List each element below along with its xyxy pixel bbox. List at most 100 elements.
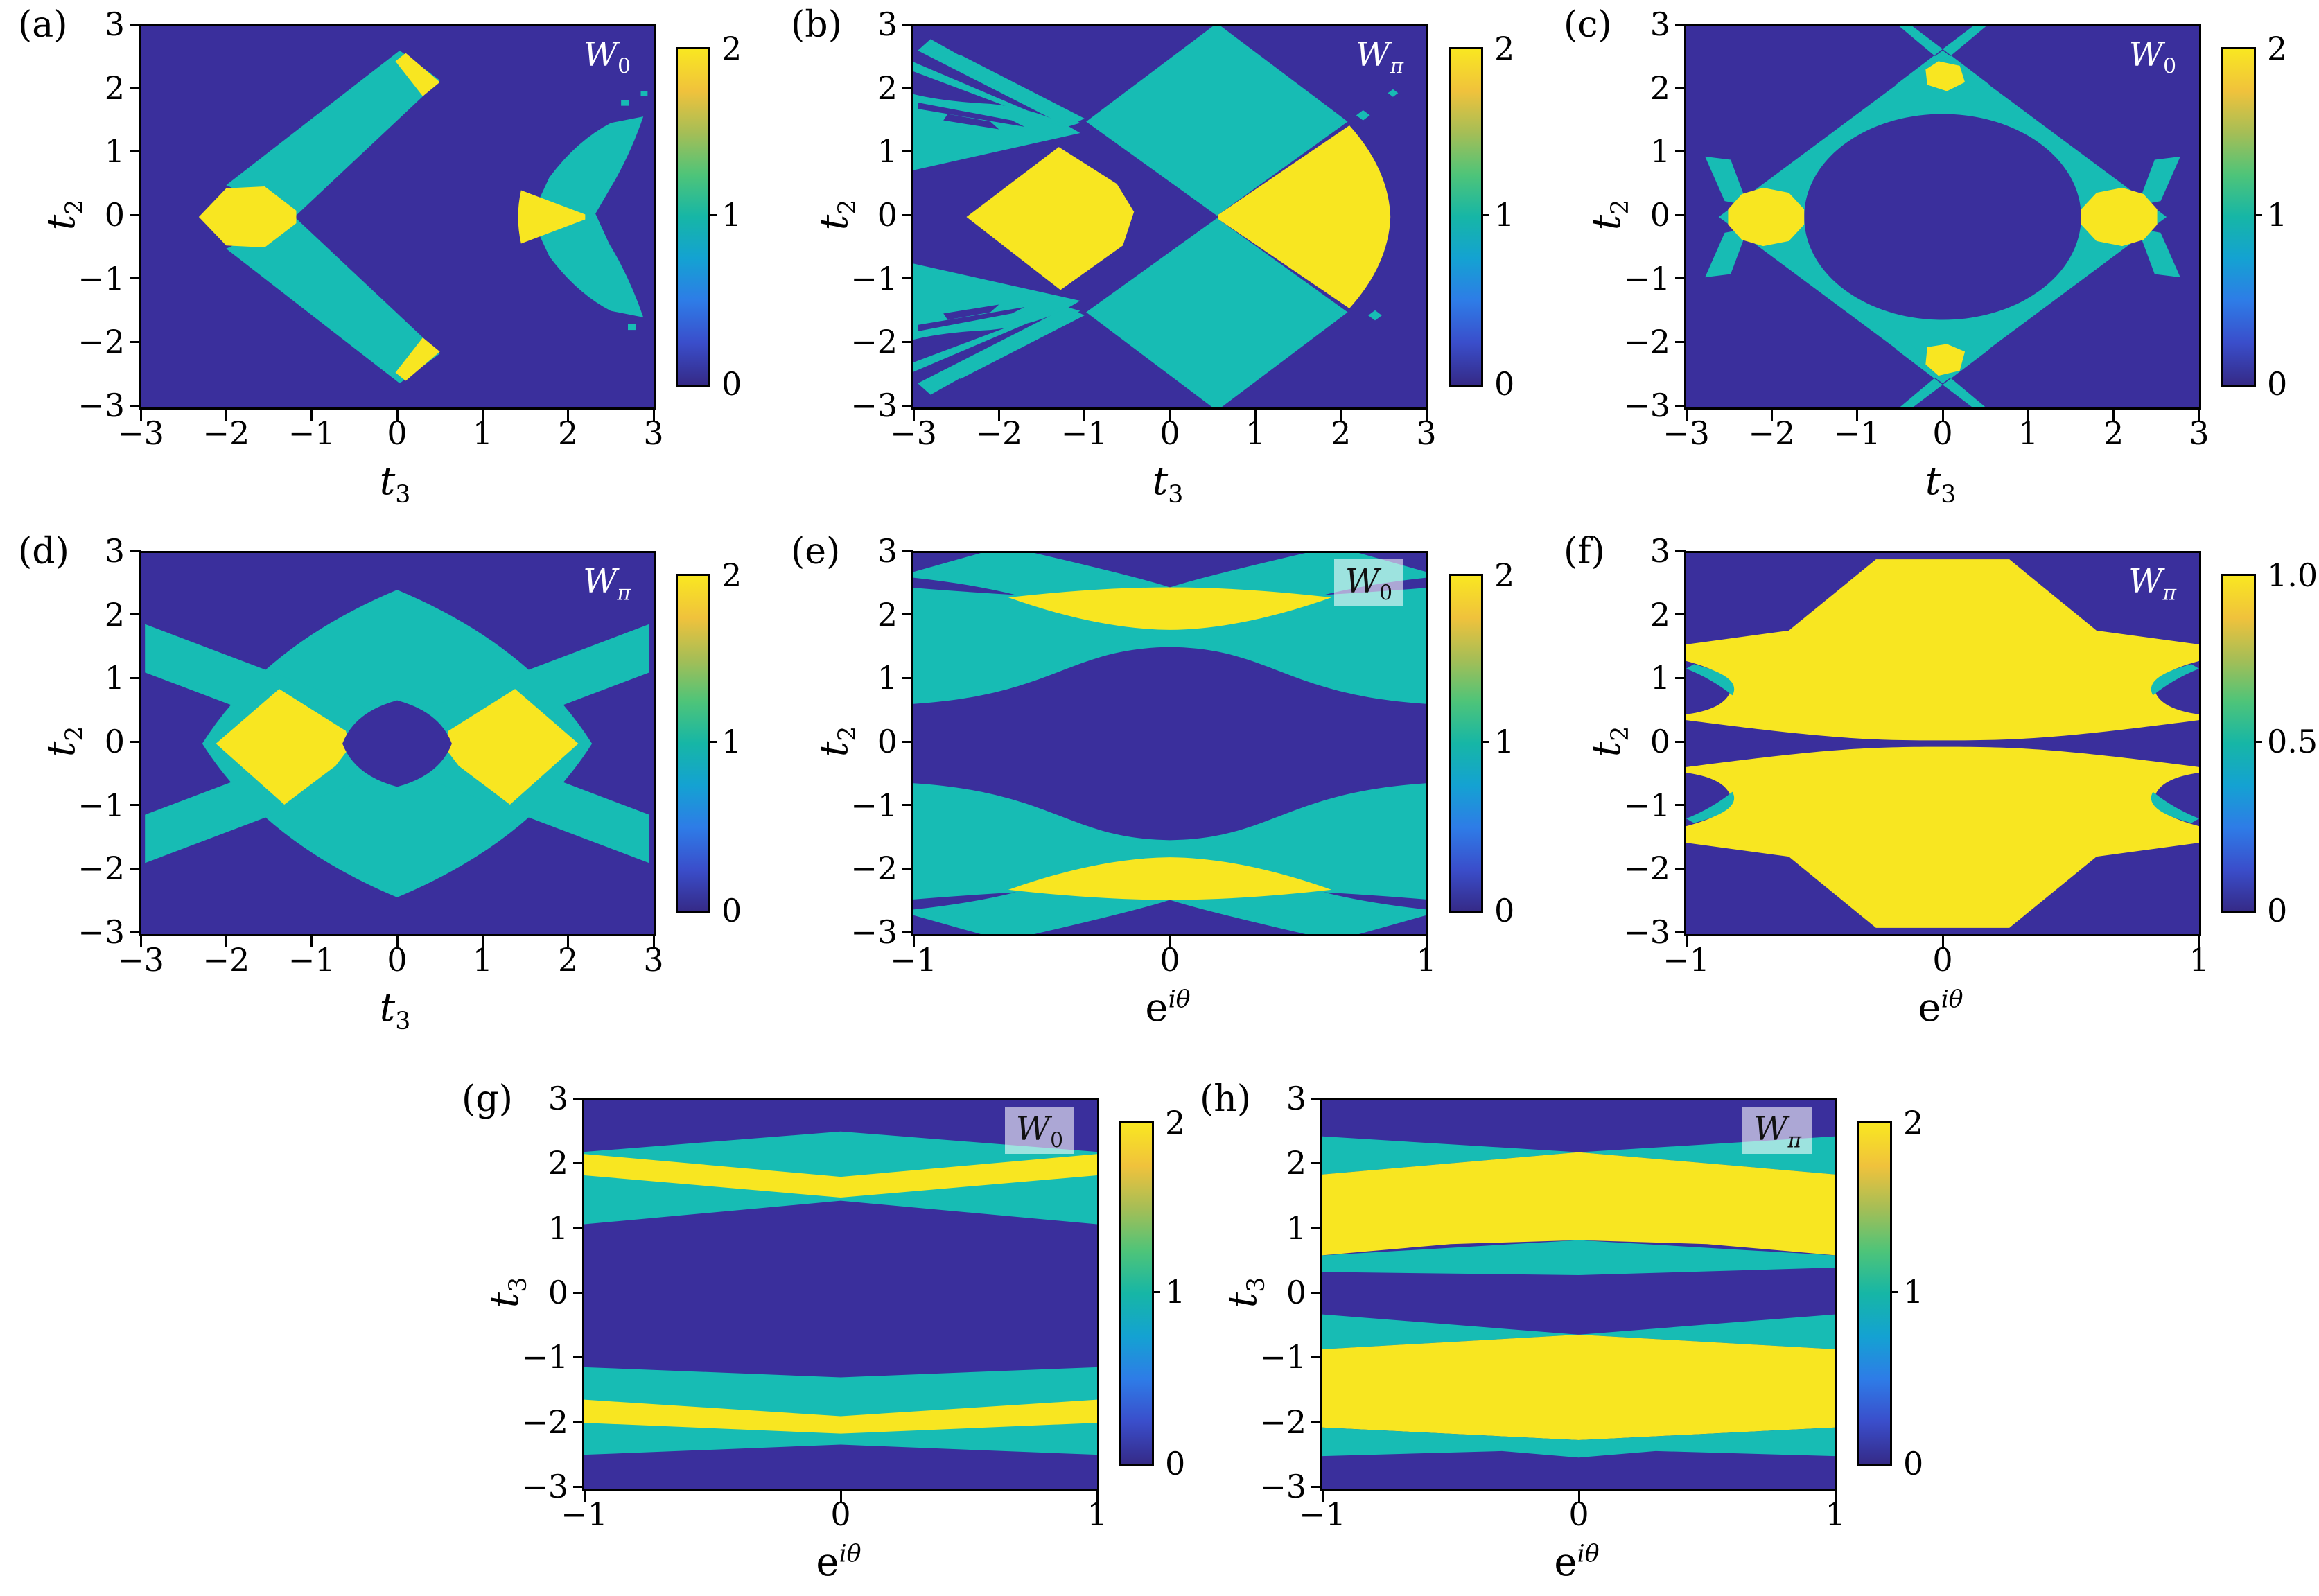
x-tick-label: 1 <box>2018 414 2038 452</box>
y-tick-label: 0 <box>1649 196 1670 234</box>
region-c1 <box>1705 156 1748 278</box>
y-tick-label: −1 <box>521 1338 568 1376</box>
y-tick-label: −1 <box>1623 259 1670 297</box>
y-tick-label: −2 <box>1623 323 1670 361</box>
y-tick-label: −1 <box>850 786 898 824</box>
region-c2 <box>1322 1152 1835 1256</box>
colorbar-tick-mark <box>1481 213 1489 216</box>
colorbar-tick-label: 2 <box>2267 30 2288 67</box>
x-tick-mark <box>1770 410 1773 421</box>
region-c2 <box>2081 187 2158 247</box>
x-tick-label: 3 <box>643 414 664 452</box>
colorbar-tick-label: 1 <box>721 723 742 760</box>
region-c2 <box>1686 559 2199 741</box>
y-tick-mark <box>130 23 141 26</box>
heatmap-c <box>1686 26 2199 407</box>
region-c1 <box>913 307 1085 395</box>
region-c1 <box>226 217 440 384</box>
heatmap-a <box>141 26 654 407</box>
y-tick-mark <box>1675 213 1686 216</box>
x-tick-mark <box>1425 936 1428 947</box>
x-tick-mark <box>567 936 570 947</box>
y-tick-mark <box>902 87 913 89</box>
region-c0 <box>918 304 1025 331</box>
heatmap-plot-h <box>1320 1098 1837 1491</box>
y-tick-mark <box>130 87 141 89</box>
y-tick-mark <box>130 277 141 280</box>
y-tick-label: −1 <box>78 259 125 297</box>
y-tick-mark <box>902 676 913 679</box>
region-c1 <box>1718 50 2167 384</box>
y-tick-label: −2 <box>78 323 125 361</box>
region-c1 <box>1896 26 1990 91</box>
x-tick-label: −3 <box>890 414 937 452</box>
y-tick-mark <box>573 1421 584 1423</box>
y-tick-mark <box>1675 550 1686 552</box>
heatmap-b <box>913 26 1426 407</box>
y-tick-mark <box>1311 1356 1322 1358</box>
y-tick-mark <box>1675 277 1686 280</box>
x-tick-mark <box>310 936 313 947</box>
x-tick-label: 3 <box>1416 414 1437 452</box>
quantity-label-d: Wπ <box>583 562 631 606</box>
y-tick-label: 1 <box>877 132 898 170</box>
y-tick-label: −3 <box>521 1468 568 1505</box>
heatmap-plot-g <box>582 1098 1099 1491</box>
region-c2 <box>1728 187 1805 247</box>
x-tick-label: 1 <box>1087 1496 1108 1533</box>
y-tick-label: −3 <box>78 913 125 951</box>
y-tick-mark <box>1311 1227 1322 1229</box>
y-tick-label: 1 <box>1649 659 1670 697</box>
colorbar-tick-label: 2 <box>1494 30 1515 67</box>
x-tick-label: 0 <box>1160 414 1180 452</box>
colorbar-tick-label: 0 <box>721 892 742 929</box>
region-c1 <box>1322 1314 1835 1349</box>
quantity-label-e: W0 <box>911 559 1403 606</box>
colorbar-tick-label: 0 <box>2267 365 2288 403</box>
x-tick-mark <box>652 410 655 421</box>
y-tick-mark <box>573 1485 584 1488</box>
x-tick-label: 2 <box>1331 414 1351 452</box>
colorbar-tick-label: 2 <box>1165 1104 1186 1141</box>
x-axis-label: t3 <box>379 985 411 1036</box>
x-tick-label: −1 <box>1663 941 1710 979</box>
quantity-label-g: W0 <box>582 1107 1074 1154</box>
y-tick-mark <box>1675 740 1686 743</box>
y-tick-mark <box>1311 1097 1322 1100</box>
region-c2 <box>1008 857 1332 900</box>
y-tick-label: 2 <box>1649 69 1670 107</box>
colorbar-c <box>2221 47 2256 387</box>
x-tick-label: 0 <box>1932 414 1953 452</box>
y-tick-mark <box>130 740 141 743</box>
colorbar-f <box>2221 574 2256 913</box>
x-tick-label: −2 <box>1748 414 1796 452</box>
region-c1 <box>1322 1427 1835 1458</box>
heatmap-h <box>1322 1100 1835 1489</box>
colorbar-tick-label: 2 <box>721 30 742 67</box>
x-tick-mark <box>2027 410 2029 421</box>
y-tick-mark <box>130 613 141 616</box>
colorbar-tick-mark <box>708 213 717 216</box>
x-tick-mark <box>839 1491 842 1502</box>
region-c2 <box>584 1399 1097 1434</box>
y-tick-mark <box>573 1227 584 1229</box>
x-tick-mark <box>1834 1491 1837 1502</box>
y-tick-mark <box>573 1291 584 1294</box>
region-c2 <box>1925 344 1966 376</box>
region-c1 <box>226 50 440 218</box>
x-tick-label: −2 <box>202 941 250 979</box>
y-tick-mark <box>902 804 913 807</box>
region-c1 <box>584 1367 1097 1455</box>
x-tick-label: 1 <box>2189 941 2209 979</box>
y-tick-label: 2 <box>104 69 125 107</box>
panel-f: (f) t2 Wπ 3 2 1 0 −1 −2 −3 −1 0 1 eiθ 1.0 0.5 0 <box>1546 527 2318 1053</box>
y-tick-label: −2 <box>1259 1403 1306 1441</box>
colorbar-e <box>1449 574 1483 913</box>
y-tick-mark <box>1675 867 1686 870</box>
x-tick-label: 2 <box>558 414 579 452</box>
y-tick-mark <box>1675 676 1686 679</box>
x-tick-mark <box>481 936 484 947</box>
colorbar-tick-label: 1 <box>721 196 742 234</box>
x-tick-label: 3 <box>643 941 664 979</box>
